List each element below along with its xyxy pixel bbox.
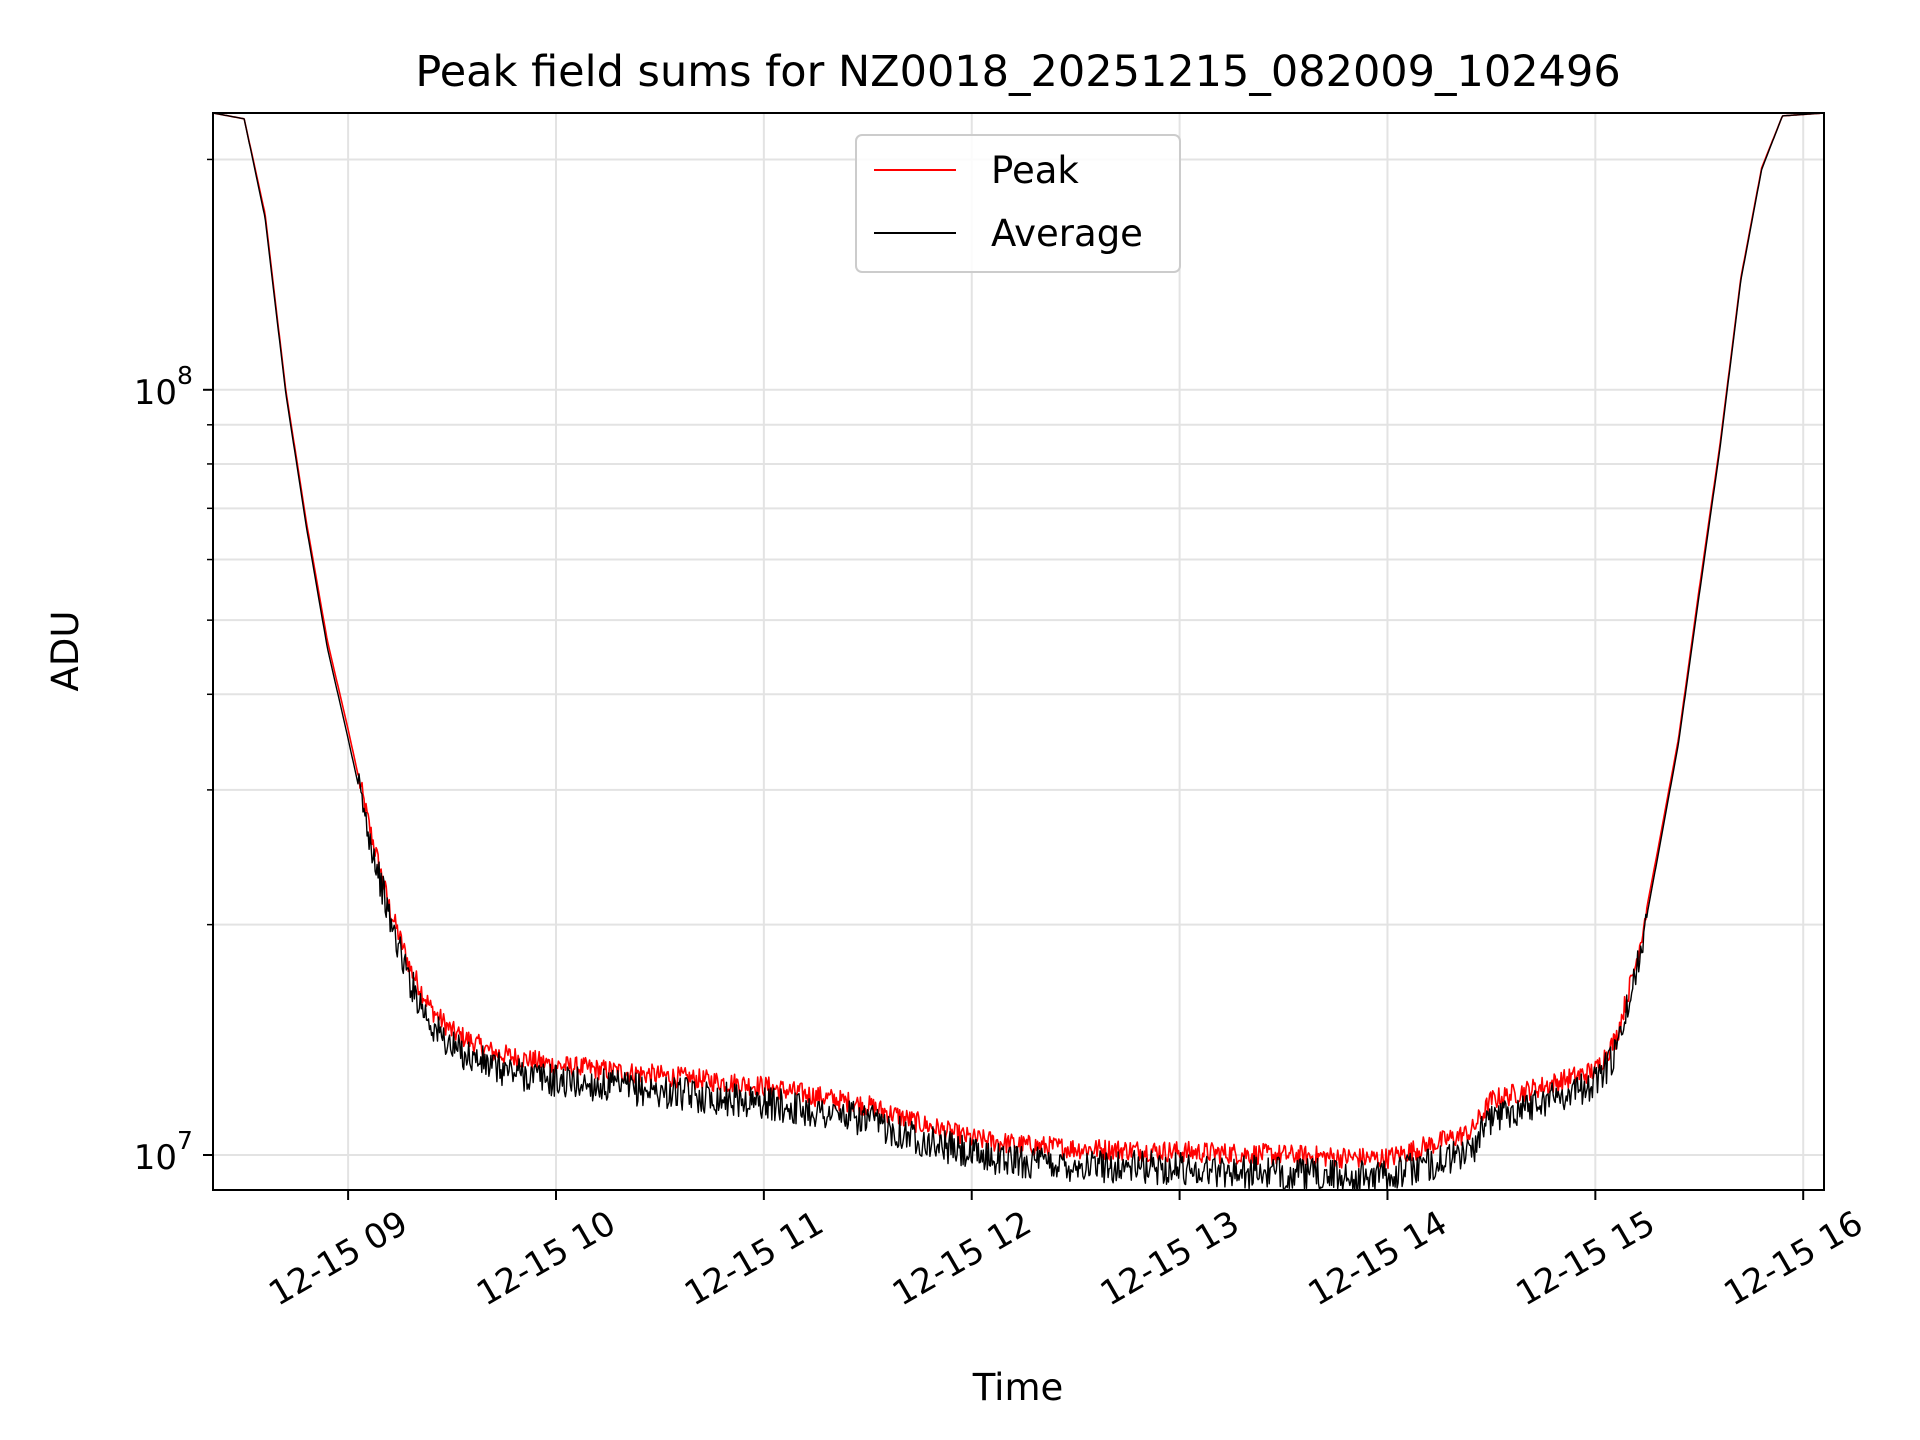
y-tick-label: 10 <box>134 373 177 413</box>
series-line-average <box>212 112 1825 1191</box>
x-axis-label: Time <box>972 1366 1064 1409</box>
series-line-peak <box>212 112 1825 1170</box>
series-group <box>212 112 1825 1191</box>
grid <box>213 113 1824 1190</box>
legend-average-label: Average <box>991 212 1143 255</box>
y-tick-exponent: 8 <box>177 361 193 390</box>
y-tick-exponent: 7 <box>177 1126 193 1155</box>
legend-peak-label: Peak <box>991 149 1079 192</box>
chart-title: Peak field sums for NZ0018_20251215_0820… <box>415 47 1620 97</box>
y-tick-label: 10 <box>134 1138 177 1178</box>
plot-area-frame <box>212 112 1825 1191</box>
legend: Peak Average <box>855 134 1181 273</box>
y-axis-label: ADU <box>44 611 87 692</box>
